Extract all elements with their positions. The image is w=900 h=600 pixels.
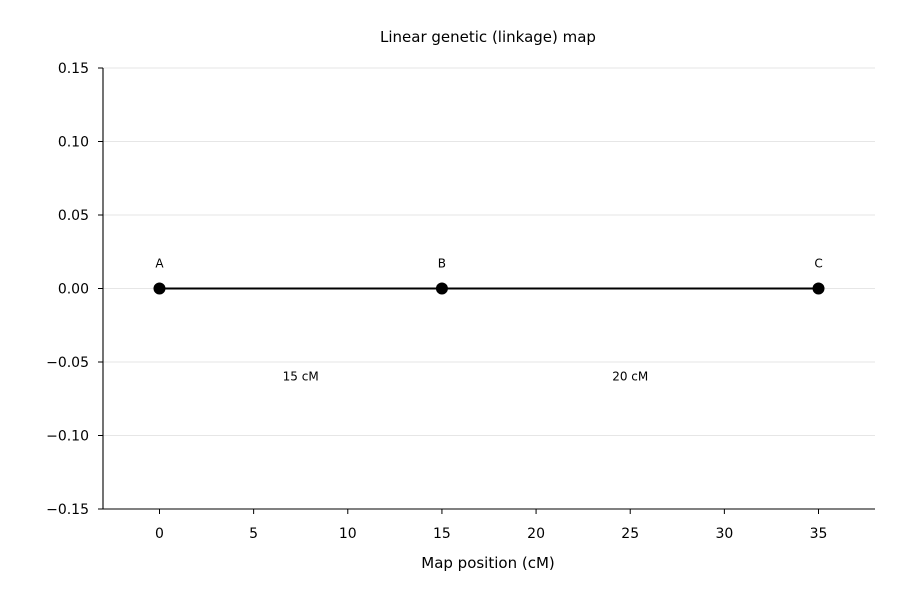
locus-label-a: A [155,257,164,271]
y-tick-label: −0.10 [46,429,89,445]
x-tick-label: 30 [715,526,733,542]
axes: −0.15 −0.10 −0.05 0.00 0.05 0.10 0.15 0 5 10 15 20 2… [46,61,875,542]
x-tick-label: 10 [339,526,357,542]
x-tick-label: 35 [810,526,828,542]
y-tick-label: 0.10 [58,135,89,151]
locus-point-b [435,282,448,295]
x-axis-label: Map position (cM) [421,554,555,572]
locus-point-c [812,282,825,295]
y-tick-label: 0.15 [58,61,89,77]
y-tick-label: 0.00 [58,282,89,298]
chart-title: Linear genetic (linkage) map [380,28,596,46]
x-tick-label: 15 [433,526,451,542]
distance-label: 20 cM [612,370,648,384]
y-tick-label: 0.05 [58,208,89,224]
y-tick-label: −0.15 [46,502,89,518]
distance-label: 15 cM [283,370,319,384]
x-tick-label: 25 [621,526,639,542]
series [153,282,825,295]
locus-point-a [153,282,166,295]
y-tick-label: −0.05 [46,355,89,371]
x-tick-label: 0 [155,526,164,542]
annotations: A B C 15 cM 20 cM [155,257,822,384]
locus-label-b: B [438,257,446,271]
x-tick-label: 20 [527,526,545,542]
x-tick-label: 5 [249,526,258,542]
locus-label-c: C [814,257,822,271]
